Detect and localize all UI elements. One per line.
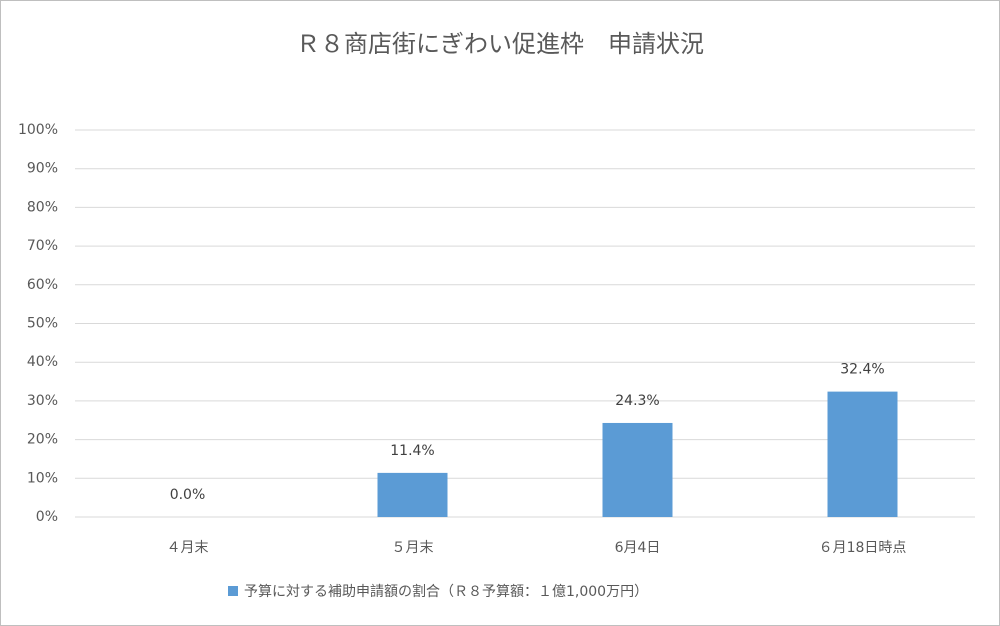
y-tick-label: 80% [27, 199, 58, 215]
y-tick-label: 70% [27, 238, 58, 254]
y-tick-label: 0% [36, 509, 58, 525]
chart-title: Ｒ８商店街にぎわい促進枠 申請状況 [296, 30, 704, 58]
y-tick-label: 30% [27, 393, 58, 409]
y-tick-label: 20% [27, 432, 58, 448]
data-label: 32.4% [840, 362, 884, 378]
y-tick-label: 10% [27, 470, 58, 486]
data-label: 24.3% [615, 393, 659, 409]
y-tick-label: 60% [27, 277, 58, 293]
bar [377, 472, 448, 517]
data-label: 11.4% [390, 443, 434, 459]
bar [602, 422, 673, 517]
y-tick-label: 100% [18, 122, 58, 138]
x-tick-label: ６月18日時点 [819, 540, 907, 556]
y-tick-label: 90% [27, 161, 58, 177]
y-tick-label: 40% [27, 354, 58, 370]
data-label: 0.0% [170, 487, 206, 503]
bar [827, 391, 898, 517]
x-tick-label: ５月末 [392, 540, 434, 556]
y-tick-label: 50% [27, 316, 58, 332]
legend-label: 予算に対する補助申請額の割合（Ｒ８予算額：１億1,000万円） [244, 583, 648, 600]
x-tick-label: 6月4日 [615, 540, 661, 556]
x-tick-label: ４月末 [167, 540, 209, 556]
legend-swatch [228, 586, 238, 596]
